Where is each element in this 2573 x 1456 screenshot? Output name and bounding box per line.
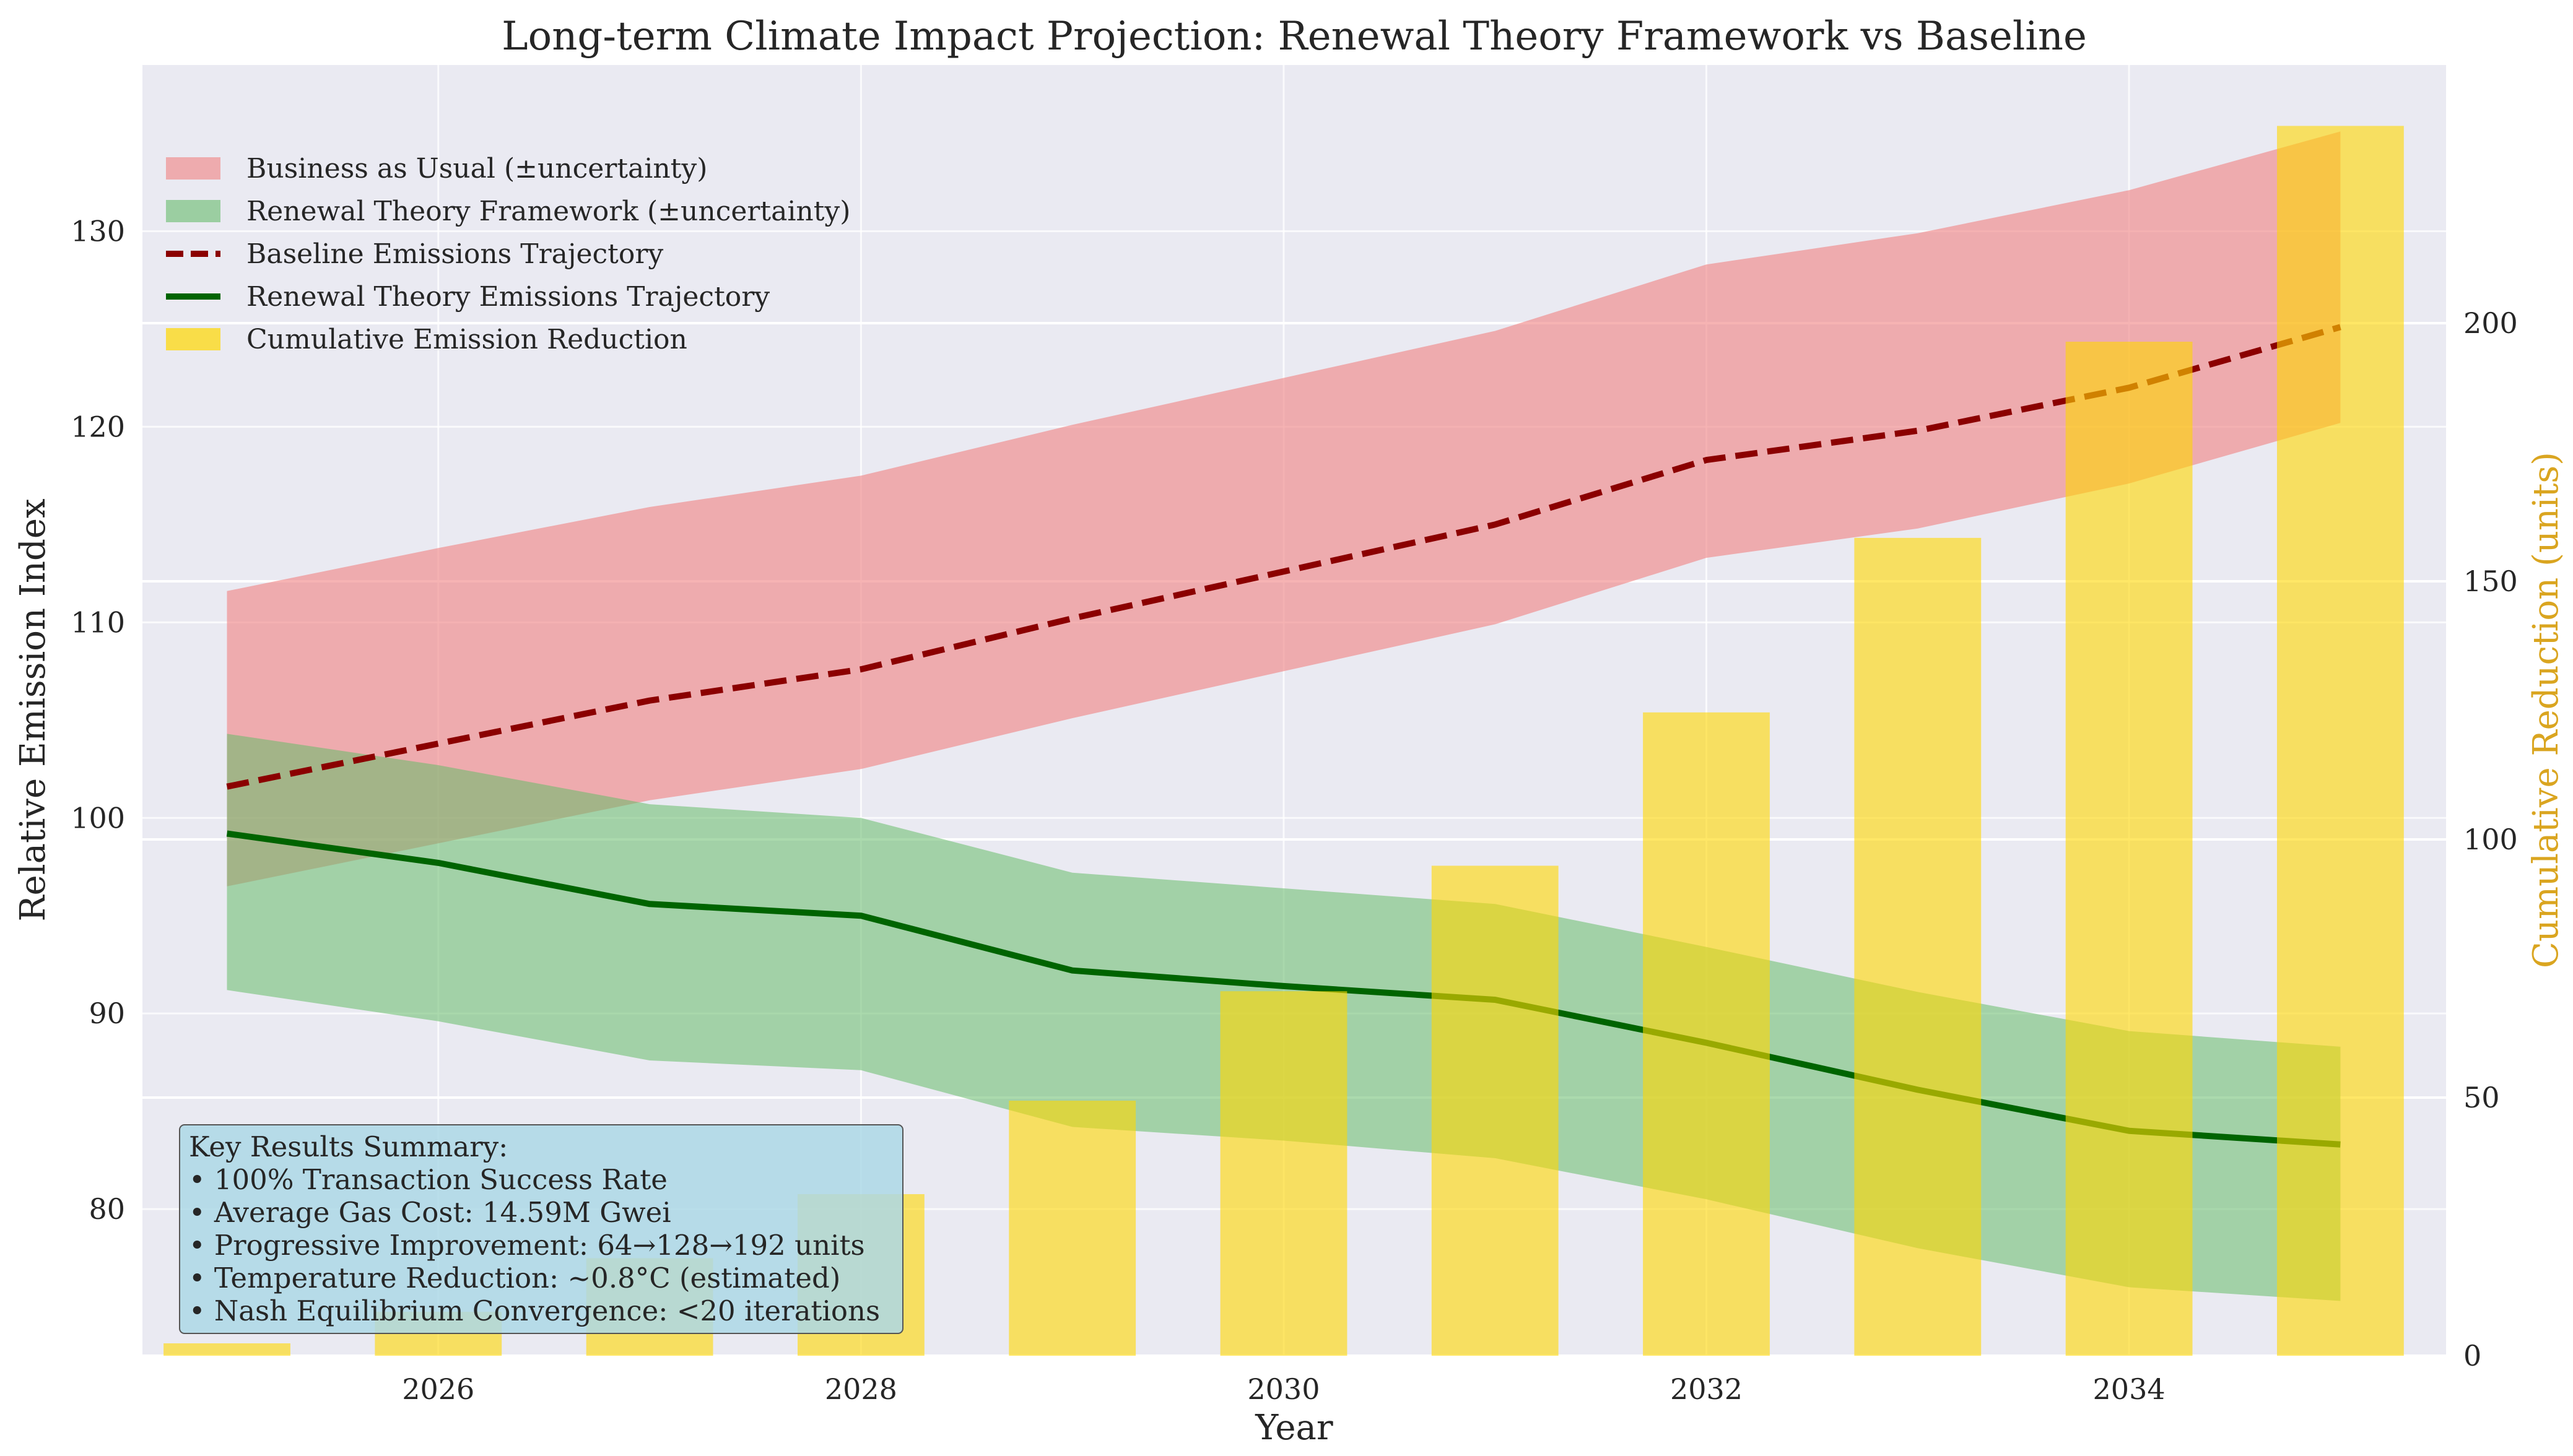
bar-2032 xyxy=(1643,712,1770,1356)
y-tick-label: 110 xyxy=(71,605,125,639)
x-tick-label: 2028 xyxy=(825,1372,897,1406)
key-results-summary: Key Results Summary:• 100% Transaction S… xyxy=(179,1124,903,1334)
x-tick-label: 2030 xyxy=(1247,1372,1320,1406)
line-series-2 xyxy=(226,324,2341,790)
y-axis-ticks: 80 90 100 110 120 130 xyxy=(71,215,125,1226)
y-tick-label: 80 xyxy=(89,1192,125,1226)
y2-tick-label: 50 xyxy=(2463,1081,2500,1114)
legend-label-3: Renewal Theory Emissions Trajectory xyxy=(246,281,770,313)
summary-line-5: • Nash Equilibrium Convergence: <20 iter… xyxy=(189,1294,880,1327)
y2-tick-label: 200 xyxy=(2463,306,2518,340)
bar-2030 xyxy=(1220,991,1347,1356)
y-tick-label: 100 xyxy=(71,801,125,834)
legend-label-4: Cumulative Emission Reduction xyxy=(246,324,687,355)
x-tick-label: 2034 xyxy=(2093,1372,2166,1406)
x-axis-label: Year xyxy=(1255,1408,1333,1448)
line-series-3 xyxy=(226,830,2341,1148)
summary-line-3: • Progressive Improvement: 64→128→192 un… xyxy=(189,1229,865,1262)
y2-tick-label: 150 xyxy=(2463,565,2518,598)
bar-2033 xyxy=(1854,537,1982,1356)
legend-swatch-4 xyxy=(166,328,220,350)
legend-swatch-1 xyxy=(166,200,220,222)
trajectory-lines xyxy=(226,324,2341,1148)
y2-tick-label: 0 xyxy=(2463,1339,2481,1372)
summary-line-2: • Average Gas Cost: 14.59M Gwei xyxy=(189,1196,671,1229)
legend-label-0: Business as Usual (±uncertainty) xyxy=(246,153,707,184)
legend-label-2: Baseline Emissions Trajectory xyxy=(246,238,663,270)
x-axis-ticks: 2026 2028 2030 2032 2034 xyxy=(402,1372,2165,1406)
y2-axis-label: Cumulative Reduction (units) xyxy=(2526,452,2566,968)
legend-swatch-0 xyxy=(166,157,220,180)
x-tick-label: 2032 xyxy=(1670,1372,1743,1406)
band-series-0 xyxy=(227,131,2341,886)
summary-line-1: • 100% Transaction Success Rate xyxy=(189,1163,668,1196)
legend-label-1: Renewal Theory Framework (±uncertainty) xyxy=(246,196,850,227)
cumulative-reduction-bars xyxy=(163,126,2404,1356)
chart-title: Long-term Climate Impact Projection: Ren… xyxy=(502,14,2087,59)
summary-line-4: • Temperature Reduction: ~0.8°C (estimat… xyxy=(189,1262,840,1294)
bar-2025 xyxy=(163,1343,290,1356)
bar-2035 xyxy=(2277,126,2404,1356)
bar-2034 xyxy=(2065,342,2193,1356)
y-axis-label: Relative Emission Index xyxy=(13,498,53,921)
summary-line-0: Key Results Summary: xyxy=(189,1130,508,1163)
x-tick-label: 2026 xyxy=(402,1372,474,1406)
legend: Business as Usual (±uncertainty) Renewal … xyxy=(166,153,850,355)
y2-tick-label: 100 xyxy=(2463,823,2518,856)
y-tick-label: 90 xyxy=(89,997,125,1030)
summary-box-background xyxy=(179,1124,903,1334)
y-tick-label: 130 xyxy=(71,215,125,248)
bar-2029 xyxy=(1009,1101,1136,1356)
y2-axis-ticks: 0 50 100 150 200 xyxy=(2463,306,2518,1372)
bar-2031 xyxy=(1431,865,1559,1356)
y-tick-label: 120 xyxy=(71,410,125,443)
